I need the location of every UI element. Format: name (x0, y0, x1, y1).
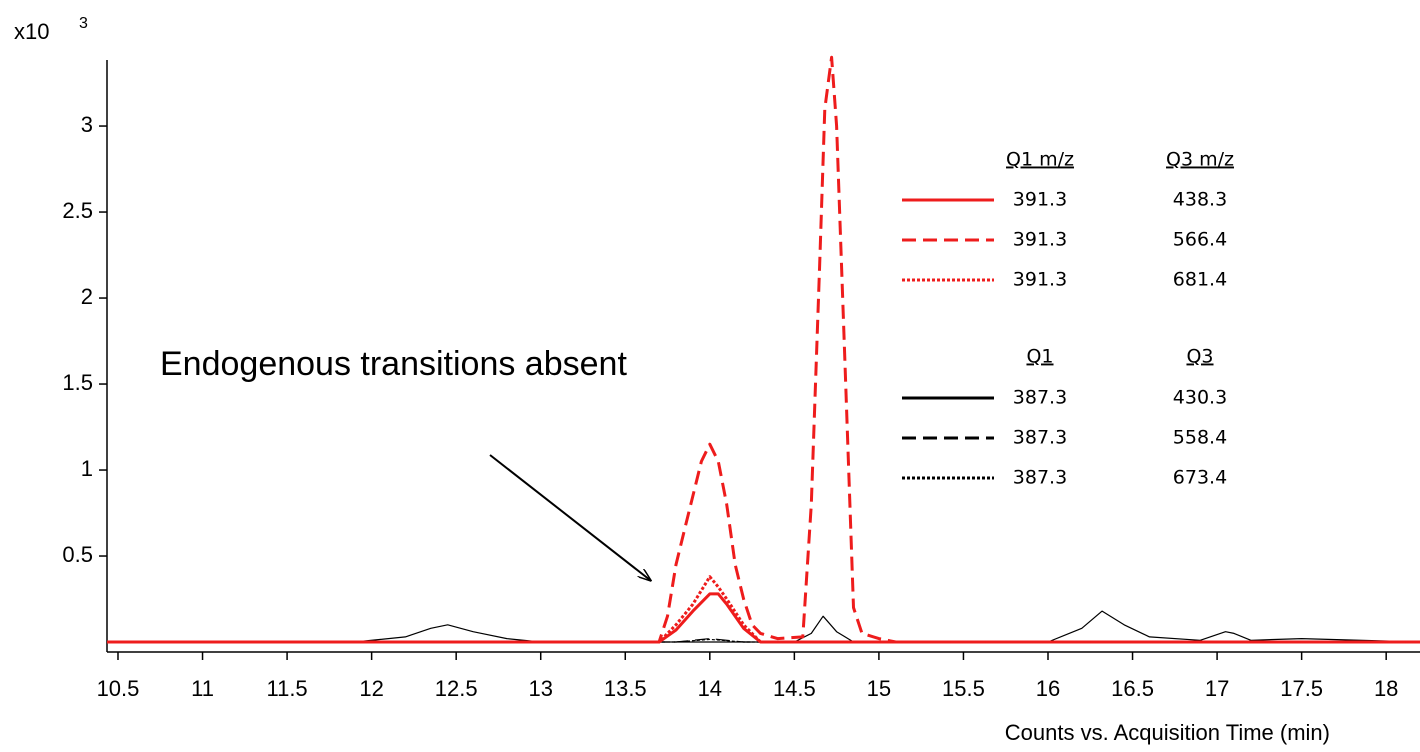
legend-header: Q3 m/z (1166, 149, 1234, 171)
series-line (107, 55, 1420, 644)
x-axis-label: Counts vs. Acquisition Time (min) (1005, 720, 1330, 745)
y-tick-label: 2 (81, 284, 93, 309)
legend-q1: 387.3 (1013, 427, 1067, 449)
legend-q1: 391.3 (1013, 229, 1067, 251)
x-tick-label: 12.5 (435, 676, 478, 701)
x-tick-label: 14 (698, 676, 722, 701)
x-tick-label: 14.5 (773, 676, 816, 701)
y-exponent: 3 (79, 15, 88, 32)
legend-q3: 566.4 (1173, 229, 1227, 251)
y-multiplier: x10 (14, 19, 49, 44)
x-tick-label: 16 (1036, 676, 1060, 701)
legend-q3: 430.3 (1173, 387, 1227, 409)
legend-q1: 391.3 (1013, 269, 1067, 291)
x-tick-label: 16.5 (1111, 676, 1154, 701)
legend-q3: 673.4 (1173, 467, 1227, 489)
y-tick-label: 1.5 (62, 370, 93, 395)
legend-q1: 391.3 (1013, 189, 1067, 211)
x-tick-label: 13.5 (604, 676, 647, 701)
y-tick-label: 3 (81, 112, 93, 137)
plot-area (107, 55, 1420, 644)
x-tick-label: 11.5 (266, 676, 307, 701)
legend-q3: 681.4 (1173, 269, 1227, 291)
legend-q3: 558.4 (1173, 427, 1227, 449)
y-tick-label: 1 (81, 456, 93, 481)
series-line (107, 575, 1420, 644)
annotation: Endogenous transitions absent (160, 345, 627, 383)
legend-q1: 387.3 (1013, 387, 1067, 409)
annotation-arrow (489, 454, 650, 580)
x-tick-label: 15 (867, 676, 891, 701)
x-tick-label: 13 (528, 676, 552, 701)
x-tick-label: 17 (1205, 676, 1229, 701)
legend-q3: 438.3 (1173, 189, 1227, 211)
y-tick-label: 2.5 (62, 198, 93, 223)
legend-header: Q1 m/z (1006, 149, 1074, 171)
x-tick-label: 15.5 (942, 676, 985, 701)
x-tick-label: 11 (191, 676, 214, 701)
x-tick-label: 17.5 (1280, 676, 1323, 701)
legend-header: Q3 (1186, 346, 1213, 368)
series-line (107, 610, 1420, 643)
y-tick-label: 0.5 (62, 542, 93, 567)
x-tick-label: 12 (359, 676, 383, 701)
x-tick-label: 18 (1374, 676, 1398, 701)
legend-header: Q1 (1026, 346, 1053, 368)
x-tick-label: 10.5 (97, 676, 140, 701)
legend-q1: 387.3 (1013, 467, 1067, 489)
